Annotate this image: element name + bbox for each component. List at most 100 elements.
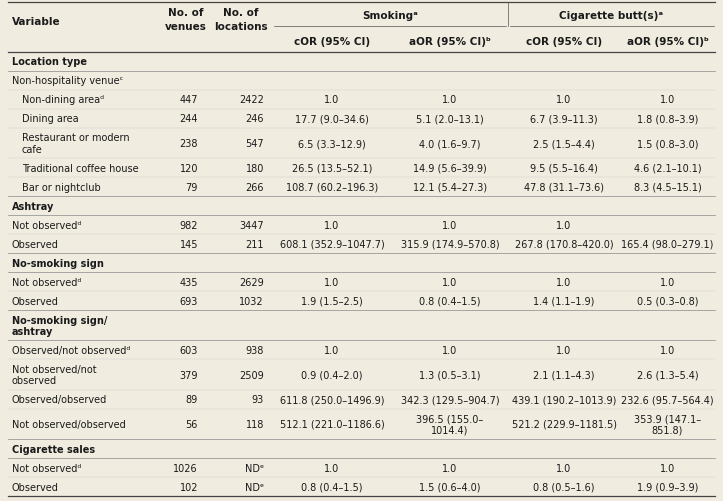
Text: 1.0: 1.0 bbox=[557, 345, 572, 355]
Text: 1.0: 1.0 bbox=[442, 345, 458, 355]
Text: 1.0: 1.0 bbox=[660, 277, 675, 287]
Text: 4.0 (1.6–9.7): 4.0 (1.6–9.7) bbox=[419, 139, 481, 149]
Text: aOR (95% CI)ᵇ: aOR (95% CI)ᵇ bbox=[409, 37, 491, 47]
Text: 2.5 (1.5–4.4): 2.5 (1.5–4.4) bbox=[533, 139, 595, 149]
Text: 1.0: 1.0 bbox=[325, 220, 340, 230]
Text: venues: venues bbox=[165, 22, 207, 32]
Text: Smokingᵃ: Smokingᵃ bbox=[362, 11, 418, 21]
Text: 1.0: 1.0 bbox=[325, 345, 340, 355]
Text: No. of: No. of bbox=[223, 8, 259, 18]
Text: 1.9 (0.9–3.9): 1.9 (0.9–3.9) bbox=[637, 481, 698, 491]
Text: 8.3 (4.5–15.1): 8.3 (4.5–15.1) bbox=[633, 182, 701, 192]
Text: 102: 102 bbox=[179, 481, 198, 491]
Text: 1.8 (0.8–3.9): 1.8 (0.8–3.9) bbox=[637, 114, 698, 124]
Text: 512.1 (221.0–1186.6): 512.1 (221.0–1186.6) bbox=[280, 419, 385, 429]
Text: 165.4 (98.0–279.1): 165.4 (98.0–279.1) bbox=[621, 239, 714, 249]
Text: 0.5 (0.3–0.8): 0.5 (0.3–0.8) bbox=[637, 296, 698, 306]
Text: 396.5 (155.0–
1014.4): 396.5 (155.0– 1014.4) bbox=[416, 413, 484, 435]
Text: 1.4 (1.1–1.9): 1.4 (1.1–1.9) bbox=[534, 296, 595, 306]
Text: 1.0: 1.0 bbox=[660, 95, 675, 105]
Text: 1.0: 1.0 bbox=[442, 277, 458, 287]
Text: 1.3 (0.5–3.1): 1.3 (0.5–3.1) bbox=[419, 370, 481, 380]
Text: 353.9 (147.1–
851.8): 353.9 (147.1– 851.8) bbox=[634, 413, 701, 435]
Text: 439.1 (190.2–1013.9): 439.1 (190.2–1013.9) bbox=[512, 394, 616, 404]
Text: 1.0: 1.0 bbox=[442, 220, 458, 230]
Text: 693: 693 bbox=[179, 296, 198, 306]
Text: No-smoking sign: No-smoking sign bbox=[12, 258, 104, 268]
Text: 118: 118 bbox=[246, 419, 264, 429]
Text: 1.0: 1.0 bbox=[325, 95, 340, 105]
Text: 6.7 (3.9–11.3): 6.7 (3.9–11.3) bbox=[530, 114, 598, 124]
Text: 2.6 (1.3–5.4): 2.6 (1.3–5.4) bbox=[637, 370, 698, 380]
Text: 2629: 2629 bbox=[239, 277, 264, 287]
Text: Cigarette sales: Cigarette sales bbox=[12, 443, 95, 453]
Text: 1.0: 1.0 bbox=[325, 277, 340, 287]
Text: NDᵉ: NDᵉ bbox=[245, 481, 264, 491]
Text: cOR (95% CI): cOR (95% CI) bbox=[526, 37, 602, 47]
Text: Observed: Observed bbox=[12, 481, 59, 491]
Text: 3447: 3447 bbox=[239, 220, 264, 230]
Text: 145: 145 bbox=[179, 239, 198, 249]
Text: 108.7 (60.2–196.3): 108.7 (60.2–196.3) bbox=[286, 182, 378, 192]
Text: 1.5 (0.6–4.0): 1.5 (0.6–4.0) bbox=[419, 481, 481, 491]
Text: 120: 120 bbox=[179, 163, 198, 173]
Text: 2.1 (1.1–4.3): 2.1 (1.1–4.3) bbox=[534, 370, 595, 380]
Text: 26.5 (13.5–52.1): 26.5 (13.5–52.1) bbox=[292, 163, 372, 173]
Text: 521.2 (229.9–1181.5): 521.2 (229.9–1181.5) bbox=[511, 419, 617, 429]
Text: Location type: Location type bbox=[12, 58, 87, 67]
Text: 1.0: 1.0 bbox=[442, 462, 458, 472]
Text: 1.0: 1.0 bbox=[660, 462, 675, 472]
Text: 447: 447 bbox=[179, 95, 198, 105]
Text: 14.9 (5.6–39.9): 14.9 (5.6–39.9) bbox=[413, 163, 487, 173]
Text: Not observedᵈ: Not observedᵈ bbox=[12, 277, 82, 287]
Text: 93: 93 bbox=[252, 394, 264, 404]
Text: 232.6 (95.7–564.4): 232.6 (95.7–564.4) bbox=[621, 394, 714, 404]
Text: Dining area: Dining area bbox=[22, 114, 79, 124]
Text: Non-dining areaᵈ: Non-dining areaᵈ bbox=[22, 95, 104, 105]
Text: 2509: 2509 bbox=[239, 370, 264, 380]
Text: 603: 603 bbox=[179, 345, 198, 355]
Text: 1.9 (1.5–2.5): 1.9 (1.5–2.5) bbox=[301, 296, 363, 306]
Text: No. of: No. of bbox=[168, 8, 204, 18]
Text: 266: 266 bbox=[246, 182, 264, 192]
Text: 1.0: 1.0 bbox=[557, 277, 572, 287]
Text: 89: 89 bbox=[186, 394, 198, 404]
Text: Ashtray: Ashtray bbox=[12, 201, 54, 211]
Text: Restaurant or modern
cafe: Restaurant or modern cafe bbox=[22, 133, 129, 155]
Text: aOR (95% CI)ᵇ: aOR (95% CI)ᵇ bbox=[627, 37, 709, 47]
Text: 12.1 (5.4–27.3): 12.1 (5.4–27.3) bbox=[413, 182, 487, 192]
Text: Observed: Observed bbox=[12, 296, 59, 306]
Text: 342.3 (129.5–904.7): 342.3 (129.5–904.7) bbox=[401, 394, 500, 404]
Text: 1.0: 1.0 bbox=[557, 95, 572, 105]
Text: 79: 79 bbox=[186, 182, 198, 192]
Text: 611.8 (250.0–1496.9): 611.8 (250.0–1496.9) bbox=[280, 394, 384, 404]
Text: Variable: Variable bbox=[12, 17, 61, 27]
Text: 5.1 (2.0–13.1): 5.1 (2.0–13.1) bbox=[416, 114, 484, 124]
Text: No-smoking sign/
ashtray: No-smoking sign/ ashtray bbox=[12, 315, 108, 337]
Text: 2422: 2422 bbox=[239, 95, 264, 105]
Text: 547: 547 bbox=[245, 139, 264, 149]
Text: Non-hospitality venueᶜ: Non-hospitality venueᶜ bbox=[12, 76, 123, 86]
Text: 1.0: 1.0 bbox=[557, 462, 572, 472]
Text: 379: 379 bbox=[179, 370, 198, 380]
Text: 0.9 (0.4–2.0): 0.9 (0.4–2.0) bbox=[301, 370, 363, 380]
Text: 56: 56 bbox=[186, 419, 198, 429]
Text: NDᵉ: NDᵉ bbox=[245, 462, 264, 472]
Text: Not observedᵈ: Not observedᵈ bbox=[12, 220, 82, 230]
Text: Cigarette butt(s)ᵃ: Cigarette butt(s)ᵃ bbox=[560, 11, 664, 21]
Text: Not observedᵈ: Not observedᵈ bbox=[12, 462, 82, 472]
Text: Not observed/not
observed: Not observed/not observed bbox=[12, 364, 97, 386]
Text: 211: 211 bbox=[246, 239, 264, 249]
Text: 246: 246 bbox=[246, 114, 264, 124]
Text: 6.5 (3.3–12.9): 6.5 (3.3–12.9) bbox=[298, 139, 366, 149]
Text: 180: 180 bbox=[246, 163, 264, 173]
Text: 1026: 1026 bbox=[174, 462, 198, 472]
Text: 17.7 (9.0–34.6): 17.7 (9.0–34.6) bbox=[295, 114, 369, 124]
Text: Observed/observed: Observed/observed bbox=[12, 394, 107, 404]
Text: 1.5 (0.8–3.0): 1.5 (0.8–3.0) bbox=[637, 139, 698, 149]
Text: 1032: 1032 bbox=[239, 296, 264, 306]
Text: Bar or nightclub: Bar or nightclub bbox=[22, 182, 100, 192]
Text: 315.9 (174.9–570.8): 315.9 (174.9–570.8) bbox=[401, 239, 500, 249]
Text: Not observed/observed: Not observed/observed bbox=[12, 419, 126, 429]
Text: Observed: Observed bbox=[12, 239, 59, 249]
